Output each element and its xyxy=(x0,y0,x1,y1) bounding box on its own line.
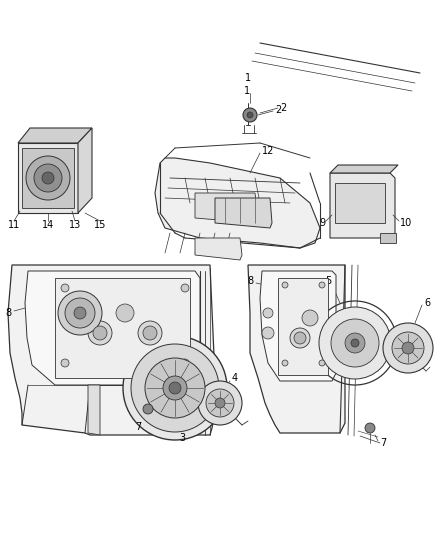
Text: 14: 14 xyxy=(42,220,54,230)
Text: 3: 3 xyxy=(179,433,185,443)
Circle shape xyxy=(290,328,310,348)
Polygon shape xyxy=(18,128,92,143)
Text: 1: 1 xyxy=(244,86,250,96)
Text: 8: 8 xyxy=(5,308,11,318)
Text: 7: 7 xyxy=(380,438,386,448)
Circle shape xyxy=(345,333,365,353)
Circle shape xyxy=(392,332,424,364)
Text: 4: 4 xyxy=(232,373,238,383)
Circle shape xyxy=(143,326,157,340)
Polygon shape xyxy=(22,148,74,208)
Text: 2: 2 xyxy=(280,103,286,113)
Polygon shape xyxy=(195,193,258,223)
Polygon shape xyxy=(8,265,215,435)
Text: 7: 7 xyxy=(135,422,141,432)
Polygon shape xyxy=(330,173,395,238)
Polygon shape xyxy=(278,278,328,375)
Polygon shape xyxy=(155,158,320,248)
Circle shape xyxy=(34,164,62,192)
Polygon shape xyxy=(380,233,396,243)
Circle shape xyxy=(282,360,288,366)
Text: 8: 8 xyxy=(247,276,253,286)
Circle shape xyxy=(331,319,379,367)
Circle shape xyxy=(294,332,306,344)
Polygon shape xyxy=(25,271,200,385)
Circle shape xyxy=(215,398,225,408)
Circle shape xyxy=(282,282,288,288)
Circle shape xyxy=(247,112,253,118)
Text: 10: 10 xyxy=(400,218,412,228)
Circle shape xyxy=(61,359,69,367)
Circle shape xyxy=(116,304,134,322)
Circle shape xyxy=(351,339,359,347)
Circle shape xyxy=(143,404,153,414)
Circle shape xyxy=(198,381,242,425)
Polygon shape xyxy=(248,265,345,433)
Polygon shape xyxy=(18,143,78,213)
Polygon shape xyxy=(195,238,242,260)
Circle shape xyxy=(58,291,102,335)
Text: 12: 12 xyxy=(262,146,274,156)
Circle shape xyxy=(74,307,86,319)
Circle shape xyxy=(26,156,70,200)
Circle shape xyxy=(302,310,318,326)
Circle shape xyxy=(243,108,257,122)
Text: 1: 1 xyxy=(245,73,251,83)
Circle shape xyxy=(181,359,189,367)
Circle shape xyxy=(402,342,414,354)
Text: 9: 9 xyxy=(320,218,326,228)
Circle shape xyxy=(319,307,391,379)
Text: 6: 6 xyxy=(424,298,430,308)
Circle shape xyxy=(181,284,189,292)
Circle shape xyxy=(65,298,95,328)
Circle shape xyxy=(163,376,187,400)
Circle shape xyxy=(383,323,433,373)
Text: 5: 5 xyxy=(325,276,331,286)
Circle shape xyxy=(138,321,162,345)
Text: 11: 11 xyxy=(8,220,20,230)
Circle shape xyxy=(93,326,107,340)
Circle shape xyxy=(88,321,112,345)
Circle shape xyxy=(319,360,325,366)
Circle shape xyxy=(123,336,227,440)
Polygon shape xyxy=(330,165,398,173)
Circle shape xyxy=(263,308,273,318)
Polygon shape xyxy=(335,183,385,223)
Circle shape xyxy=(131,344,219,432)
Text: 2: 2 xyxy=(275,105,281,115)
Polygon shape xyxy=(260,271,336,381)
Circle shape xyxy=(206,389,234,417)
Polygon shape xyxy=(78,128,92,213)
Circle shape xyxy=(365,423,375,433)
Circle shape xyxy=(262,327,274,339)
Text: 13: 13 xyxy=(69,220,81,230)
Text: 15: 15 xyxy=(94,220,106,230)
Circle shape xyxy=(319,282,325,288)
Polygon shape xyxy=(55,278,190,378)
Polygon shape xyxy=(88,385,100,435)
Circle shape xyxy=(61,284,69,292)
Polygon shape xyxy=(215,198,272,228)
Circle shape xyxy=(145,358,205,418)
Circle shape xyxy=(42,172,54,184)
Circle shape xyxy=(169,382,181,394)
